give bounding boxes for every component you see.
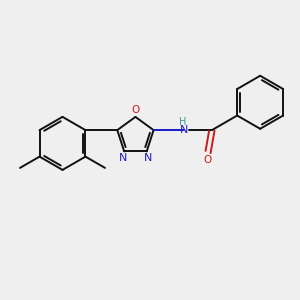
Text: N: N (119, 153, 127, 163)
Text: O: O (131, 105, 140, 115)
Text: N: N (180, 125, 188, 135)
Text: N: N (144, 153, 152, 163)
Text: H: H (179, 117, 186, 127)
Text: O: O (204, 155, 212, 165)
